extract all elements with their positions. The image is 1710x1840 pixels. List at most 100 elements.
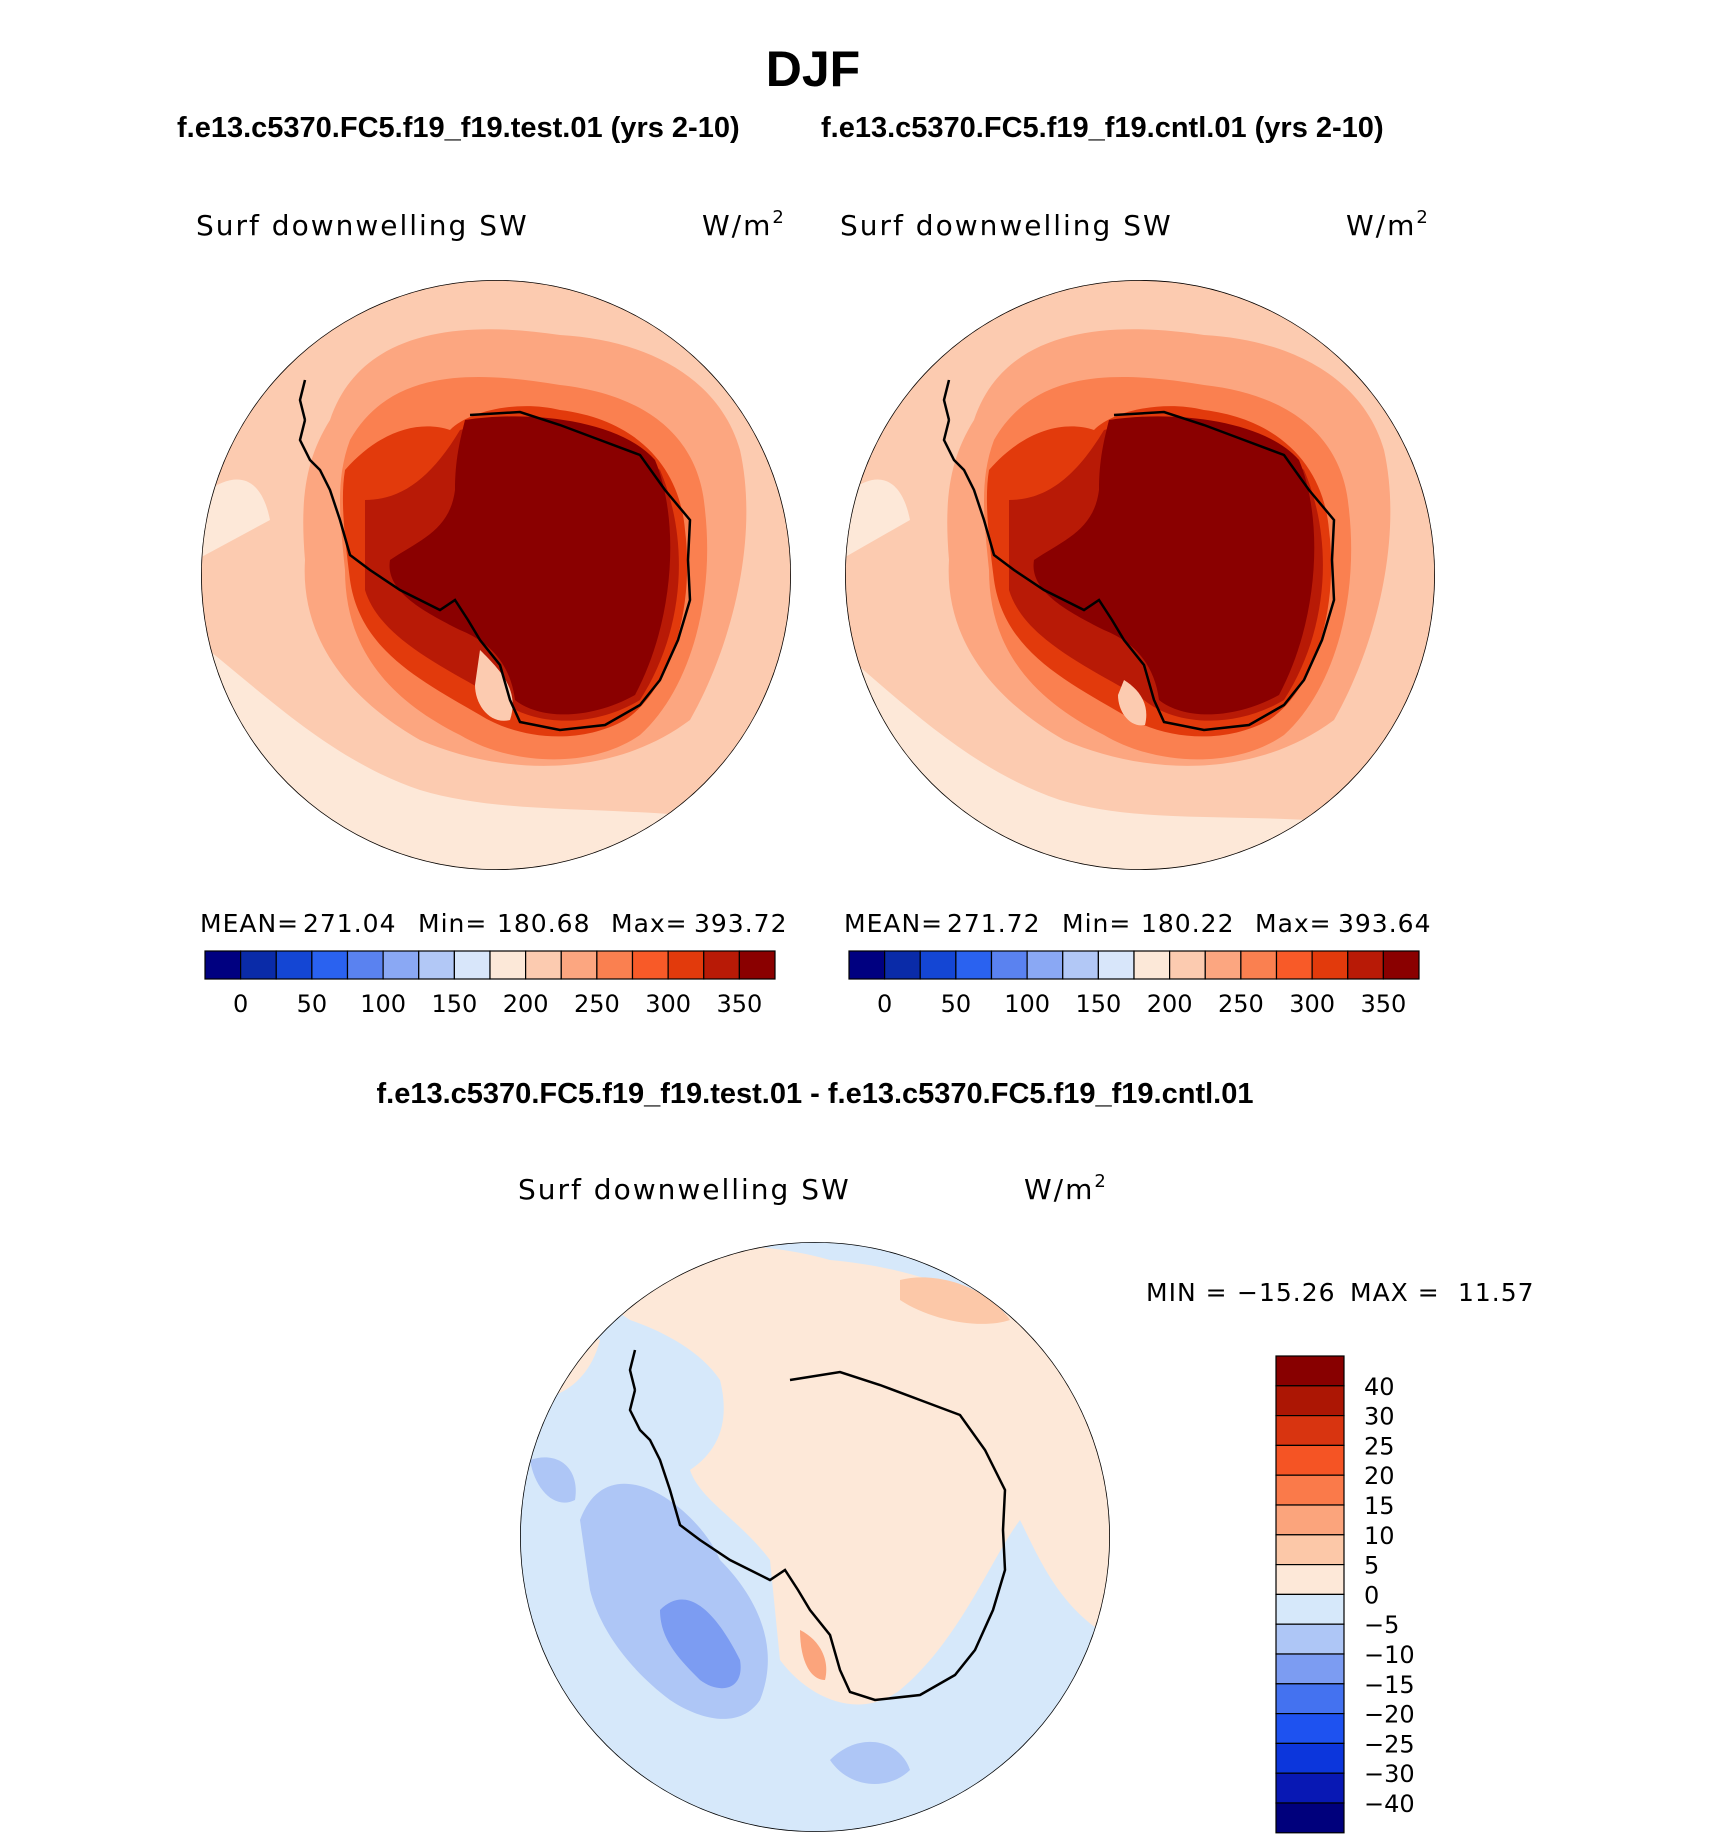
colorbar-tick-label: 0 [1364,1581,1379,1609]
colorbar-swatch [1275,1534,1345,1566]
colorbar-swatch [560,950,598,980]
colorbar-tick-label: −40 [1364,1790,1415,1818]
colorbar-swatch [240,950,277,980]
colorbar-swatch [1275,1355,1345,1387]
colorbar-swatch [667,950,705,980]
diff-variable-label: Surf downwelling SW [518,1173,851,1206]
colorbar-swatch [1062,950,1099,980]
test-colorbar [204,950,776,980]
colorbar-tick-label: 40 [1364,1373,1395,1401]
colorbar-swatch [204,950,242,980]
test-colorbar-ticks: 0 50 100 150 200 250 300 350 [233,990,762,1018]
diff-units-label: W/m2 [1024,1171,1108,1206]
diff-map [520,1242,1110,1832]
colorbar-swatch [453,950,491,980]
test-panel: Surf downwelling SW W/m2 MEAN= 271.04 Mi… [196,207,791,1018]
test-stats: MEAN= 271.04 Min= 180.68 Max= 393.72 [200,909,787,938]
colorbar-swatch [311,950,349,980]
colorbar-swatch [1275,1623,1345,1655]
colorbar-tick-label: 200 [503,990,549,1018]
colorbar-tick-label: 50 [297,990,328,1018]
colorbar-tick-label: 100 [1004,990,1050,1018]
colorbar-tick-label: 200 [1147,990,1193,1018]
cntl-variable-label: Surf downwelling SW [840,209,1173,242]
colorbar-tick-label: −10 [1364,1641,1415,1669]
colorbar-swatch [1275,1504,1345,1536]
colorbar-tick-label: 30 [1364,1403,1395,1431]
colorbar-tick-label: 300 [645,990,691,1018]
colorbar-swatch [703,950,740,980]
colorbar-swatch [1275,1385,1345,1417]
colorbar-swatch [738,950,776,980]
colorbar-swatch [275,950,313,980]
colorbar-tick-label: −5 [1364,1611,1399,1639]
cntl-panel: Surf downwelling SW W/m2 MEAN= 271.72 Mi… [840,207,1435,1018]
colorbar-swatch [346,950,384,980]
colorbar-swatch [955,950,993,980]
colorbar-tick-label: −30 [1364,1760,1415,1788]
colorbar-swatch [1275,1742,1345,1774]
colorbar-swatch [1311,950,1349,980]
cntl-map [845,280,1435,870]
colorbar-swatch [489,950,527,980]
colorbar-tick-label: 0 [877,990,892,1018]
colorbar-swatch [631,950,669,980]
test-case-header: f.e13.c5370.FC5.f19_f19.test.01 (yrs 2-1… [177,112,740,144]
colorbar-swatch [1275,1444,1345,1476]
colorbar-swatch [1275,950,1313,980]
colorbar-swatch [596,950,634,980]
colorbar-swatch [1169,950,1206,980]
colorbar-tick-label: 150 [431,990,477,1018]
colorbar-tick-label: 25 [1364,1432,1395,1460]
colorbar-swatch [1275,1683,1345,1715]
colorbar-tick-label: 350 [1360,990,1406,1018]
colorbar-tick-label: −15 [1364,1671,1415,1699]
colorbar-swatch [382,950,420,980]
colorbar-tick-label: 150 [1075,990,1121,1018]
colorbar-swatch [1204,950,1242,980]
test-map [201,280,791,870]
colorbar-swatch [884,950,921,980]
season-title: DJF [766,41,860,97]
cntl-stats: MEAN= 271.72 Min= 180.22 Max= 393.64 [844,909,1431,938]
colorbar-swatch [1275,1474,1345,1506]
test-units-label: W/m2 [702,207,786,242]
colorbar-tick-label: 15 [1364,1492,1395,1520]
colorbar-tick-label: 50 [941,990,972,1018]
cntl-units-label: W/m2 [1346,207,1430,242]
colorbar-swatch [418,950,455,980]
colorbar-swatch [1133,950,1171,980]
test-variable-label: Surf downwelling SW [196,209,529,242]
colorbar-swatch [990,950,1028,980]
colorbar-swatch [1026,950,1064,980]
colorbar-swatch [1275,1414,1345,1446]
colorbar-tick-label: 20 [1364,1462,1395,1490]
colorbar-swatch [1347,950,1384,980]
colorbar-tick-label: 350 [716,990,762,1018]
colorbar-swatch [1275,1653,1345,1685]
colorbar-tick-label: 250 [574,990,620,1018]
colorbar-swatch [848,950,886,980]
colorbar-swatch [1275,1802,1345,1834]
colorbar-swatch [1382,950,1420,980]
diff-title: f.e13.c5370.FC5.f19_f19.test.01 - f.e13.… [377,1078,1254,1110]
colorbar-tick-label: 100 [360,990,406,1018]
colorbar-swatch [525,950,562,980]
cntl-case-header: f.e13.c5370.FC5.f19_f19.cntl.01 (yrs 2-1… [821,112,1384,144]
colorbar-swatch [1275,1712,1345,1744]
colorbar-swatch [919,950,957,980]
colorbar-swatch [1275,1593,1345,1625]
colorbar-tick-label: −25 [1364,1730,1415,1758]
diff-stats: MIN = −15.26 MAX = 11.57 [1146,1278,1535,1307]
cntl-colorbar [848,950,1420,980]
colorbar-tick-label: −20 [1364,1701,1415,1729]
colorbar-tick-label: 10 [1364,1522,1395,1550]
colorbar-swatch [1275,1563,1345,1595]
colorbar-tick-label: 0 [233,990,248,1018]
colorbar-tick-label: 250 [1218,990,1264,1018]
diff-colorbar [1275,1355,1345,1834]
colorbar-swatch [1275,1772,1345,1804]
cntl-colorbar-ticks: 0 50 100 150 200 250 300 350 [877,990,1406,1018]
